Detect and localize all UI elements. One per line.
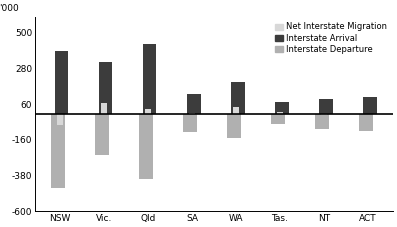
Bar	[95, 114, 109, 155]
Legend: Net Interstate Migration, Interstate Arrival, Interstate Departure: Net Interstate Migration, Interstate Arr…	[274, 21, 389, 55]
Bar	[99, 62, 112, 114]
Bar	[101, 103, 107, 114]
Bar	[55, 51, 68, 114]
Bar	[271, 114, 285, 124]
Bar	[359, 114, 373, 131]
Bar	[187, 94, 200, 114]
Bar	[183, 114, 197, 133]
Bar	[275, 102, 289, 114]
Bar	[145, 109, 151, 114]
Bar	[315, 114, 329, 129]
Bar	[319, 99, 333, 114]
Bar	[189, 113, 195, 114]
Bar	[139, 114, 153, 179]
Bar	[57, 114, 63, 125]
Bar	[51, 114, 65, 188]
Bar	[321, 114, 327, 115]
Bar	[363, 97, 377, 114]
Bar	[143, 44, 156, 114]
Bar	[227, 114, 241, 138]
Bar	[231, 82, 245, 114]
Bar	[277, 112, 283, 114]
Bar	[233, 106, 239, 114]
Text: '000: '000	[0, 4, 19, 13]
